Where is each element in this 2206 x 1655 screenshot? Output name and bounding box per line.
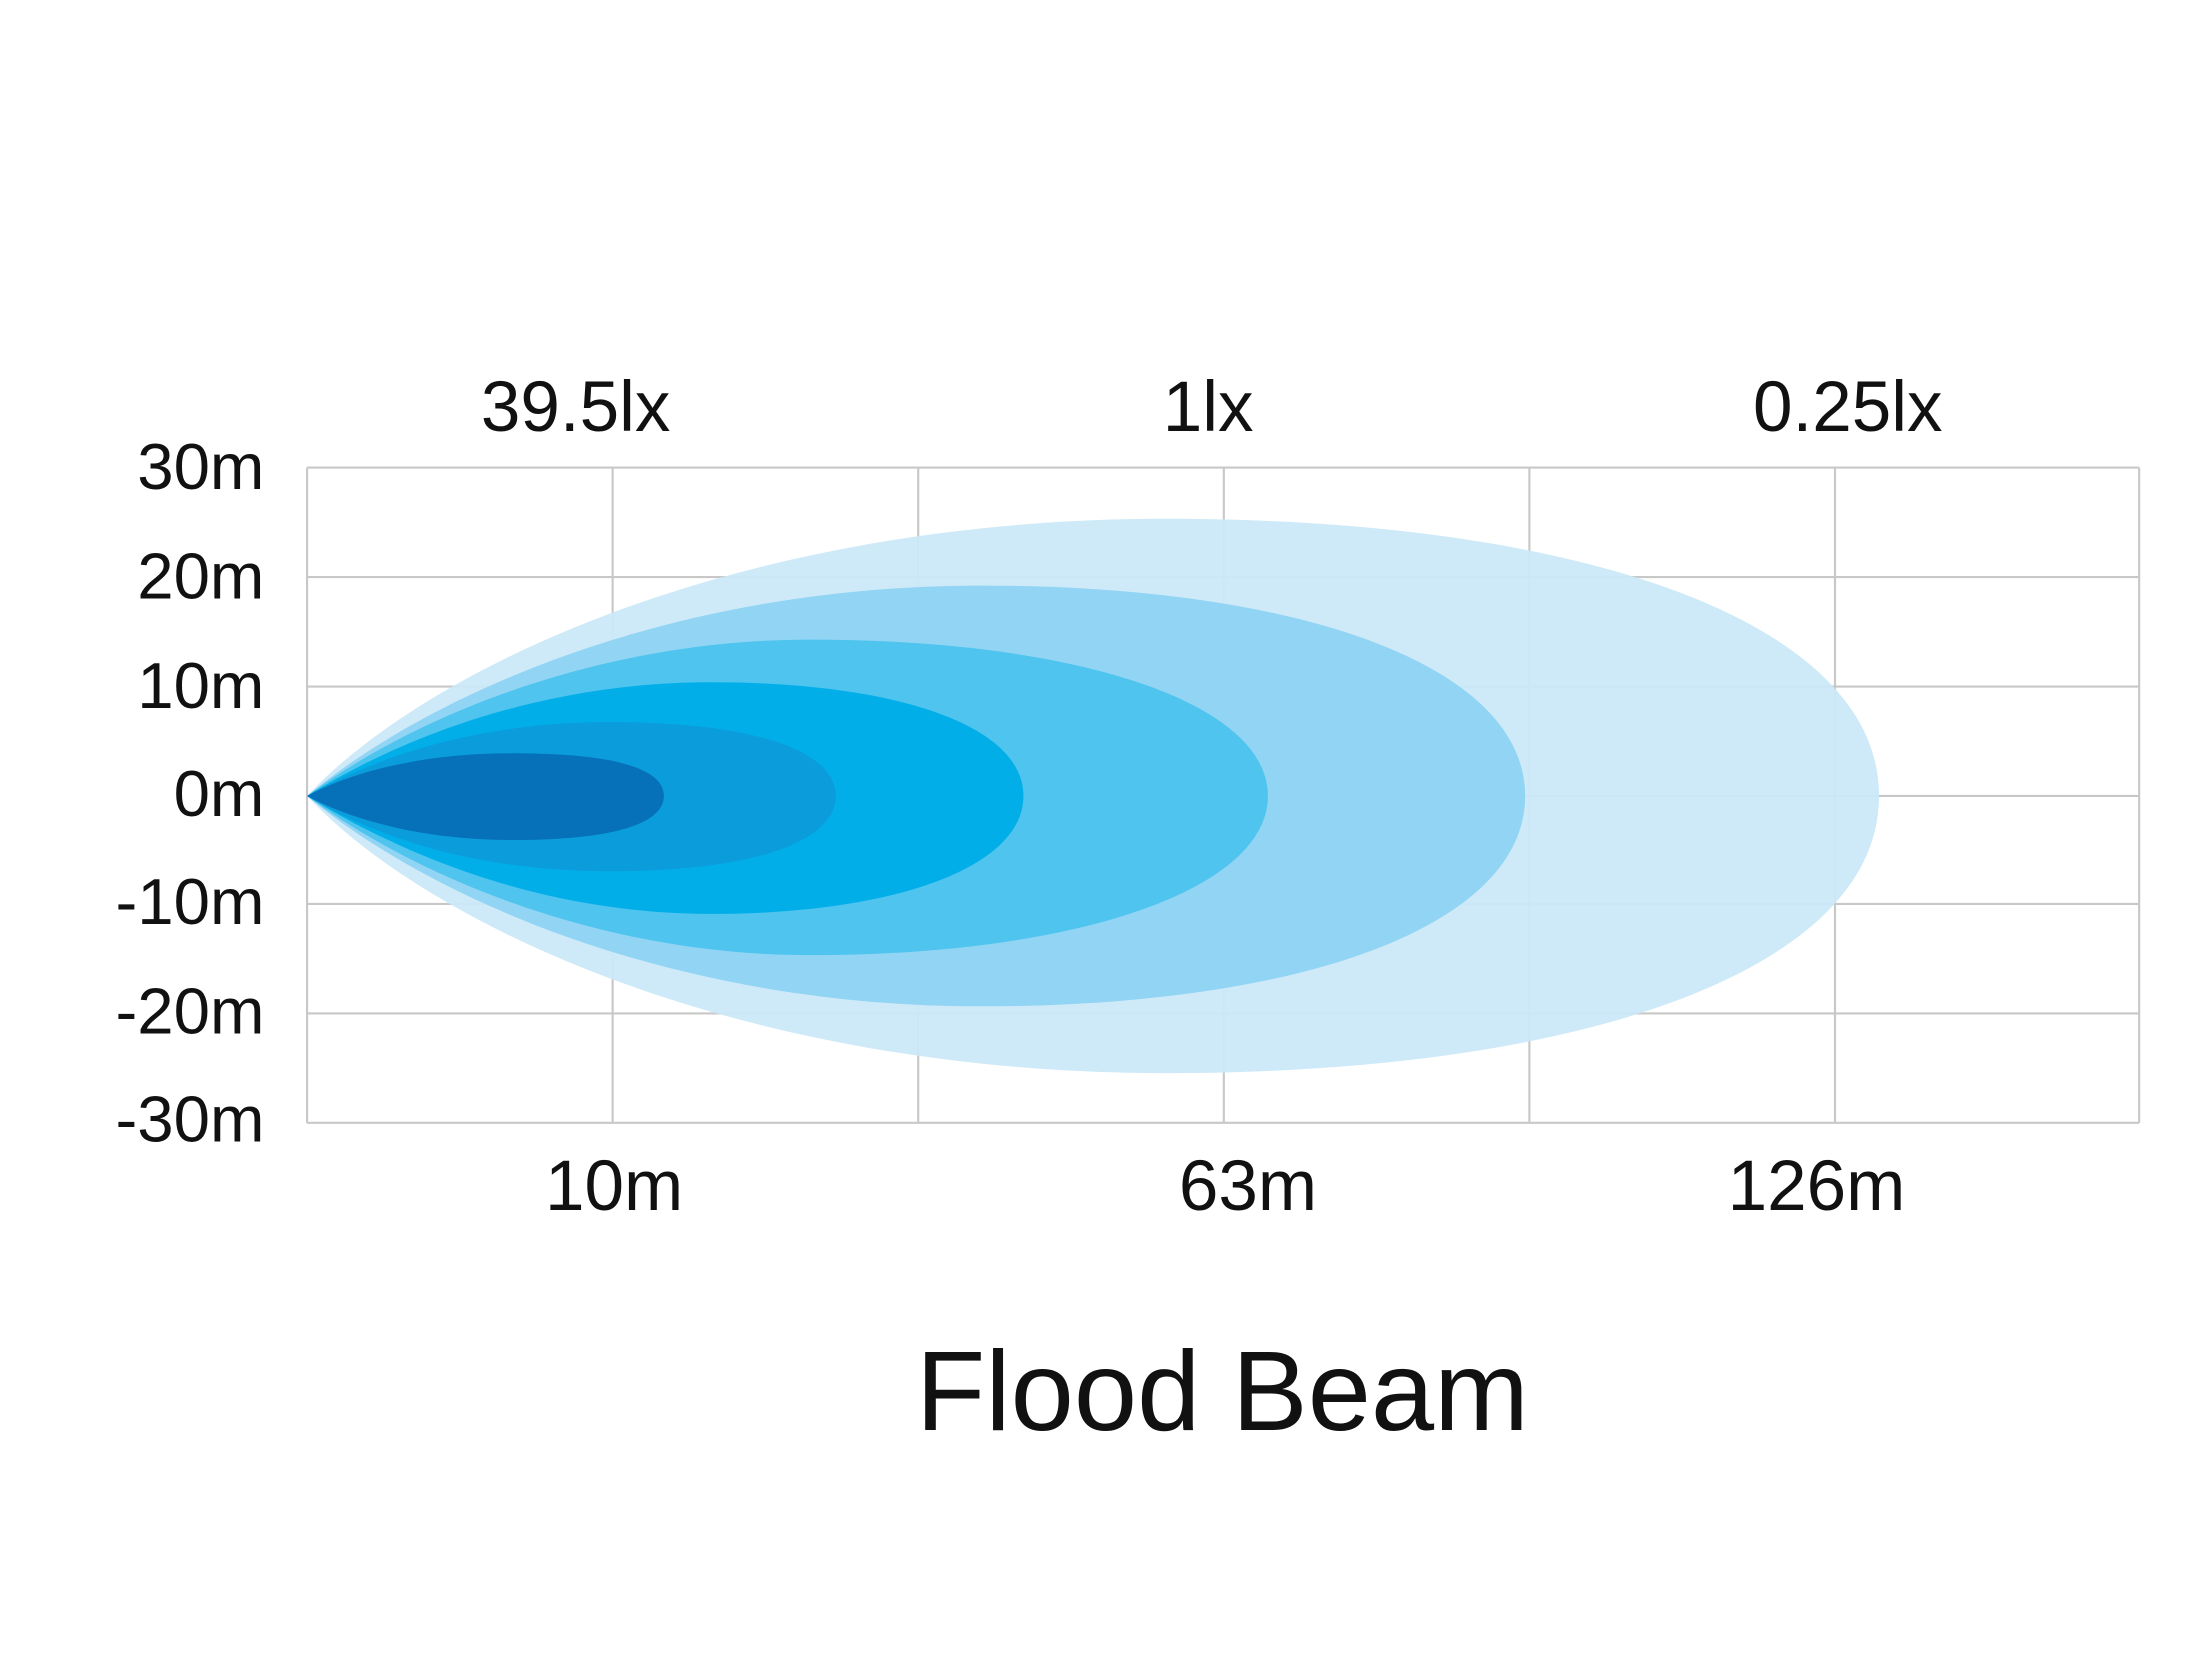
y-label: -20m: [115, 975, 264, 1048]
beam-contours: [307, 518, 1880, 1074]
lux-label: 39.5lx: [481, 368, 671, 447]
y-label: 0m: [174, 757, 265, 830]
lux-label: 0.25lx: [1753, 368, 1943, 447]
x-label: 10m: [545, 1147, 683, 1226]
lux-label: 1lx: [1163, 368, 1254, 447]
x-label: 63m: [1179, 1147, 1317, 1226]
y-label: -10m: [115, 865, 264, 938]
y-label: -30m: [115, 1083, 264, 1156]
y-labels: 30m 20m 10m 0m -10m -20m -30m: [115, 430, 264, 1155]
y-label: 20m: [137, 540, 264, 613]
x-label: 126m: [1728, 1147, 1906, 1226]
title: Flood Beam: [916, 1328, 1529, 1455]
contour: [307, 753, 664, 841]
y-label: 30m: [137, 430, 264, 503]
x-labels: 10m 63m 126m: [545, 1147, 1905, 1226]
lux-labels: 39.5lx 1lx 0.25lx: [481, 368, 1943, 447]
y-label: 10m: [137, 649, 264, 722]
